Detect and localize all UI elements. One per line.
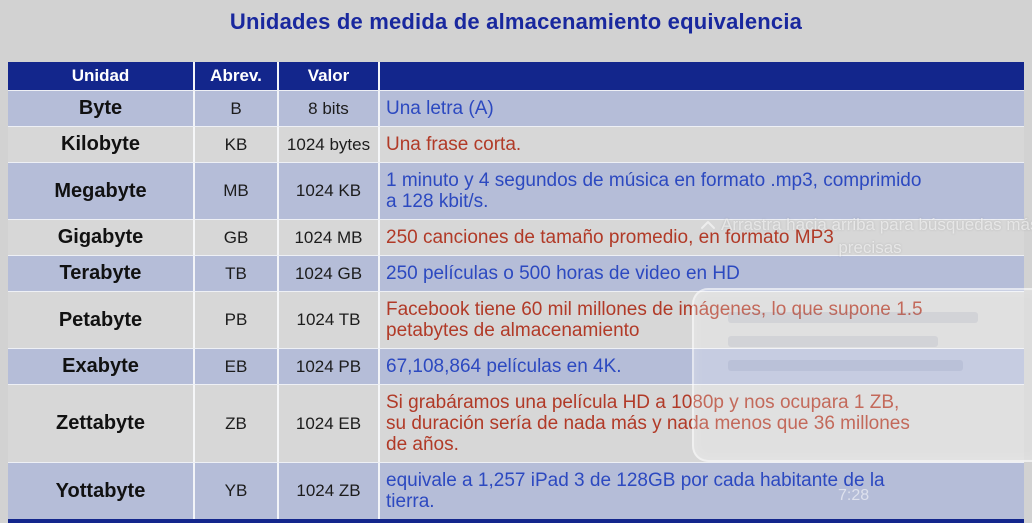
- overlay-ghost-row: [728, 336, 938, 347]
- storage-units-table: Unidad Abrev. Valor Byte B 8 bits Una le…: [8, 62, 1024, 523]
- table-row: Megabyte MB 1024 KB 1 minuto y 4 segundo…: [8, 162, 1024, 219]
- unit-name-cell: Byte: [78, 97, 123, 119]
- abbrev-cell: GB: [193, 220, 277, 255]
- header-cell-descripcion: [378, 62, 1024, 90]
- description-cell: equivale a 1,257 iPad 3 de 128GB por cad…: [378, 463, 1024, 519]
- value-cell: 1024 PB: [277, 349, 378, 384]
- table-row: Gigabyte GB 1024 MB 250 canciones de tam…: [8, 219, 1024, 255]
- unit-name-cell: Petabyte: [58, 308, 143, 331]
- unit-name-cell: Exabyte: [62, 355, 139, 377]
- table-row: Byte B 8 bits Una letra (A): [8, 90, 1024, 126]
- value-cell: 1024 bytes: [277, 127, 378, 162]
- unit-name-cell: Megabyte: [54, 179, 147, 202]
- unit-name-cell: Kilobyte: [61, 133, 140, 155]
- description-cell: Una frase corta.: [378, 127, 1024, 162]
- header-cell-unidad: Unidad: [71, 66, 130, 85]
- overlay-ghost-row: [728, 312, 978, 323]
- table-row: Petabyte PB 1024 TB Facebook tiene 60 mi…: [8, 291, 1024, 348]
- abbrev-cell: PB: [193, 292, 277, 348]
- table-row: Exabyte EB 1024 PB 67,108,864 películas …: [8, 348, 1024, 384]
- overlay-ghost-row: [728, 360, 963, 371]
- value-cell: 1024 ZB: [277, 463, 378, 519]
- description-cell: 1 minuto y 4 segundos de música en forma…: [378, 163, 1024, 219]
- page-title: Unidades de medida de almacenamiento equ…: [229, 9, 803, 34]
- table-row: Terabyte TB 1024 GB 250 películas o 500 …: [8, 255, 1024, 291]
- description-cell: 250 películas o 500 horas de video en HD: [378, 256, 1024, 291]
- table-row: Yottabyte YB 1024 ZB equivale a 1,257 iP…: [8, 462, 1024, 519]
- abbrev-cell: MB: [193, 163, 277, 219]
- swipe-hint: Arrastra hacia arriba para búsquedas más…: [700, 215, 1032, 258]
- description-cell: 250 canciones de tamaño promedio, en for…: [378, 220, 1024, 255]
- header-cell-abrev: Abrev.: [193, 62, 277, 90]
- video-timestamp: 7:28: [838, 487, 870, 504]
- description-cell: 67,108,864 películas en 4K.: [378, 349, 1024, 384]
- table-bottom-bar: [8, 519, 1024, 523]
- abbrev-cell: KB: [193, 127, 277, 162]
- value-cell: 1024 MB: [277, 220, 378, 255]
- value-cell: 1024 KB: [277, 163, 378, 219]
- chevron-up-icon: [700, 215, 716, 235]
- abbrev-cell: ZB: [193, 385, 277, 462]
- abbrev-cell: B: [193, 91, 277, 126]
- description-cell: Facebook tiene 60 mil millones de imágen…: [378, 292, 1024, 348]
- table-body: Byte B 8 bits Una letra (A) Kilobyte KB …: [8, 90, 1024, 519]
- value-cell: 1024 EB: [277, 385, 378, 462]
- video-overlay-panel[interactable]: [692, 288, 1032, 462]
- value-cell: 8 bits: [277, 91, 378, 126]
- description-cell: Si grabáramos una película HD a 1080p y …: [378, 385, 1024, 462]
- table-row: Zettabyte ZB 1024 EB Si grabáramos una p…: [8, 384, 1024, 462]
- table-header-row: Unidad Abrev. Valor: [8, 62, 1024, 90]
- abbrev-cell: EB: [193, 349, 277, 384]
- value-cell: 1024 GB: [277, 256, 378, 291]
- unit-name-cell: Zettabyte: [56, 412, 145, 434]
- table-row: Kilobyte KB 1024 bytes Una frase corta.: [8, 126, 1024, 162]
- swipe-hint-line1: Arrastra hacia arriba para búsquedas más: [721, 215, 1032, 234]
- unit-name-cell: Gigabyte: [57, 226, 144, 248]
- unit-name-cell: Yottabyte: [55, 479, 146, 502]
- value-cell: 1024 TB: [277, 292, 378, 348]
- abbrev-cell: TB: [193, 256, 277, 291]
- description-cell: Una letra (A): [378, 91, 1024, 126]
- abbrev-cell: YB: [193, 463, 277, 519]
- unit-name-cell: Terabyte: [59, 262, 142, 284]
- header-cell-valor: Valor: [277, 62, 378, 90]
- swipe-hint-line2: precisas: [838, 238, 902, 257]
